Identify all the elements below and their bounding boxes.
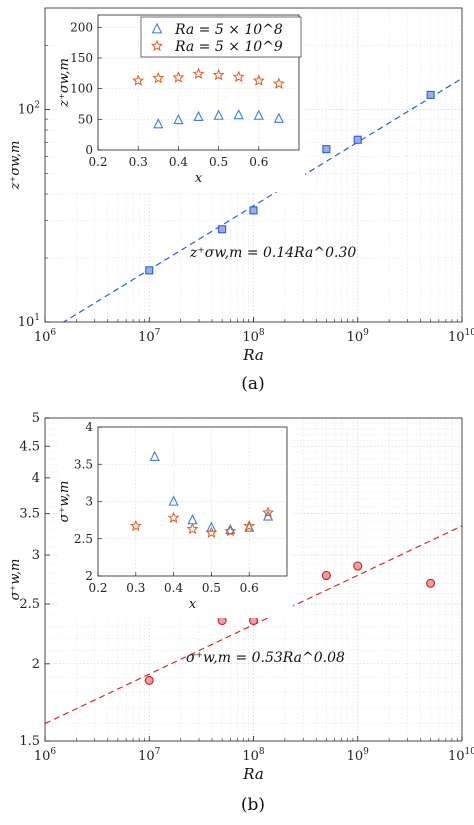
inset-y-tick-label: 100	[70, 82, 93, 96]
data-point	[322, 145, 331, 154]
inset-y-tick-label: 200	[70, 20, 93, 34]
inset-point	[252, 74, 265, 86]
x-tick-label: 109	[347, 328, 370, 345]
inset-y-label: σ⁺w,m	[57, 481, 72, 523]
inset-point	[192, 67, 205, 80]
inset-point	[212, 68, 225, 81]
x-tick-label: 108	[242, 747, 265, 764]
inset-point	[193, 110, 204, 122]
x-tick-label: 107	[138, 328, 161, 345]
inset-y-label: z⁺σw,m	[57, 58, 72, 108]
y-tick-label: 2.5	[19, 597, 40, 612]
x-axis-label: Ra	[242, 346, 264, 364]
inset-y-tick-label: 2	[85, 569, 93, 583]
y-tick-label: 101	[18, 313, 40, 330]
inset-point	[224, 524, 237, 537]
inset-point	[206, 521, 217, 532]
legend-entry: Ra = 5 × 10^9	[174, 39, 283, 55]
legend-entry: Ra = 5 × 10^8	[174, 22, 283, 38]
y-tick-label: 1.5	[19, 734, 40, 749]
inset-y-tick-label: 50	[78, 112, 93, 126]
x-tick-label: 1010	[448, 747, 474, 764]
panel-a: 106 107 108 109 1010 101 102 Ra z⁺σw,m z⁺σw,m = 0…	[8, 7, 474, 364]
inset-point	[253, 109, 264, 120]
inset-point	[233, 108, 244, 120]
inset-x-tick-label: 0.6	[249, 155, 268, 169]
data-point	[145, 266, 154, 275]
data-point	[353, 135, 362, 144]
data-point	[426, 90, 435, 99]
inset-x-tick-label: 0.3	[129, 155, 148, 169]
inset-point	[132, 74, 145, 86]
inset-point	[129, 519, 142, 532]
inset-point	[205, 526, 218, 538]
y-tick-label: 5	[32, 411, 40, 426]
x-tick-label: 106	[34, 747, 57, 764]
caption-b: (b)	[241, 795, 265, 815]
inset-y-tick-label: 3.5	[74, 457, 93, 471]
fit-annotation: σ⁺w,m = 0.53Ra^0.08	[186, 650, 345, 666]
inset-x-tick-label: 0.6	[240, 581, 259, 595]
data-point	[218, 225, 227, 234]
data-point	[144, 675, 154, 685]
x-tick-label: 1010	[448, 328, 474, 345]
inset-x-tick-label: 0.4	[164, 581, 183, 595]
inset-x-label: x	[189, 597, 197, 612]
inset-y-tick-label: 4	[85, 420, 93, 434]
y-axis-label: σ⁺w,m	[8, 559, 23, 601]
y-tick-label: 102	[18, 100, 40, 117]
y-tick-label: 4	[32, 471, 40, 486]
inset-x-tick-label: 0.4	[169, 155, 188, 169]
inset-y-tick-label: 3	[85, 495, 93, 509]
panel-b: 106 107 108 109 1010 1.5 2 2.5 3 3.5 4 4.5 5 Ra σ⁺w,m σ…	[8, 411, 474, 783]
x-tick-label: 107	[138, 747, 161, 764]
legend-marker	[151, 39, 163, 52]
inset-x-tick-label: 0.2	[88, 155, 107, 169]
inset-point	[152, 71, 165, 84]
fit-annotation: z⁺σw,m = 0.14Ra^0.30	[189, 245, 356, 261]
y-axis-label: z⁺σw,m	[8, 141, 23, 191]
inset-y-tick-label: 2.5	[74, 532, 93, 546]
legend-box	[140, 16, 302, 58]
inset-point	[149, 450, 160, 461]
inset-x-tick-label: 0.5	[209, 155, 228, 169]
x-axis-label: Ra	[242, 765, 264, 783]
inset-point	[173, 113, 184, 125]
x-tick-label: 106	[34, 328, 57, 345]
inset-point	[153, 118, 164, 129]
legend-marker	[151, 22, 163, 34]
inset-point	[272, 77, 285, 89]
inset-y-tick-label: 0	[85, 143, 93, 157]
inset-point	[243, 519, 256, 532]
inset-x-tick-label: 0.3	[126, 581, 145, 595]
y-tick-label: 2	[32, 657, 40, 672]
y-tick-label: 3	[32, 548, 40, 563]
data-point	[353, 561, 363, 571]
inset-x-tick-label: 0.5	[202, 581, 221, 595]
inset-point	[213, 109, 224, 120]
inset-point	[273, 112, 284, 123]
fit-line	[62, 77, 462, 322]
data-point	[321, 570, 331, 581]
y-tick-label: 4.5	[19, 439, 40, 454]
inset-point	[168, 495, 179, 506]
inset-x-tick-label: 0.2	[88, 581, 107, 595]
inset-y-tick-label: 150	[70, 51, 93, 65]
y-tick-label: 3.5	[19, 507, 40, 522]
inset-point	[232, 70, 245, 83]
inset-point	[172, 71, 185, 83]
x-tick-label: 108	[242, 328, 265, 345]
inset-frame	[97, 14, 300, 151]
inset-x-label: x	[195, 171, 203, 186]
data-point	[249, 206, 258, 215]
inset-point	[167, 511, 180, 523]
data-point	[426, 578, 436, 588]
x-tick-label: 109	[347, 747, 370, 764]
inset-point	[186, 522, 199, 535]
caption-a: (a)	[241, 374, 264, 394]
inset-point	[262, 506, 275, 518]
